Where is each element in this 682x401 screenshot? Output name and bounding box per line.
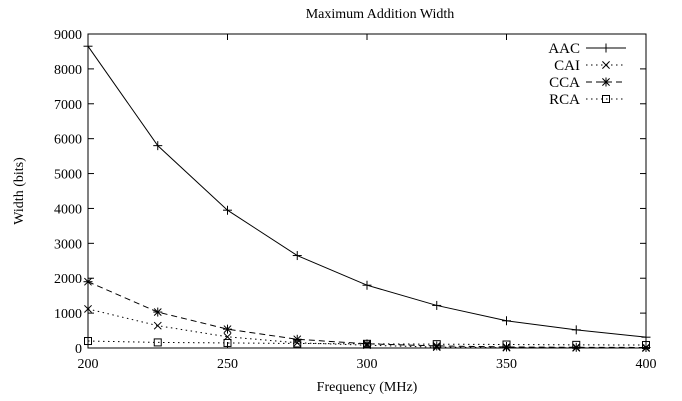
- x-tick-label: 250: [217, 357, 238, 372]
- legend-marker: [601, 43, 611, 53]
- data-point-cai: [84, 304, 92, 313]
- x-tick-label: 300: [357, 357, 378, 372]
- y-tick-label: 6000: [54, 133, 82, 148]
- legend-label: AAC: [548, 41, 580, 57]
- legend-label: CAI: [554, 58, 580, 74]
- data-point-rca: [293, 339, 302, 348]
- y-axis-title: Width (bits): [12, 157, 27, 225]
- data-point-aac: [292, 251, 302, 261]
- series-aac: [83, 41, 651, 342]
- data-point-rca: [502, 340, 511, 349]
- y-tick-label: 9000: [54, 28, 82, 43]
- data-point-aac: [432, 300, 442, 310]
- data-point-rca: [223, 338, 232, 347]
- x-axis: 200 250 300 350 400: [78, 34, 657, 372]
- legend-entry-cai: CAI: [554, 58, 626, 74]
- legend-label: RCA: [549, 92, 580, 108]
- data-point-rca: [153, 338, 162, 347]
- x-tick-label: 400: [636, 357, 657, 372]
- legend-label: CCA: [549, 75, 580, 91]
- data-point-cca: [292, 334, 302, 344]
- data-point-rca: [84, 337, 92, 346]
- y-tick-label: 1000: [54, 307, 82, 322]
- x-tick-label: 350: [496, 357, 517, 372]
- series-line-rca: [87, 340, 647, 346]
- y-tick-label: 7000: [54, 98, 82, 113]
- y-tick-label: 5000: [54, 168, 82, 183]
- x-tick-label: 200: [78, 357, 99, 372]
- data-point-aac: [641, 332, 651, 342]
- data-point-cca: [223, 324, 232, 334]
- y-tick-label: 0: [75, 342, 82, 357]
- x-axis-title: Frequency (MHz): [317, 380, 418, 395]
- y-tick-label: 3000: [54, 237, 82, 252]
- data-point-rca: [642, 341, 650, 350]
- series-rca: [84, 337, 650, 350]
- y-tick-label: 4000: [54, 202, 82, 217]
- chart-title: Maximum Addition Width: [306, 7, 455, 22]
- y-tick-label: 8000: [54, 63, 82, 78]
- data-point-aac: [502, 316, 511, 326]
- series-layer: [83, 41, 651, 352]
- data-point-aac: [571, 325, 581, 335]
- y-axis: 0 1000 2000 3000 4000 5000 6000 7000 8000 9000: [54, 28, 646, 357]
- data-point-rca: [572, 340, 581, 349]
- data-point-aac: [223, 205, 232, 215]
- data-point-rca: [432, 340, 441, 349]
- legend-entry-aac: AAC: [548, 41, 626, 57]
- legend-marker: [602, 95, 610, 103]
- data-point-cca: [153, 307, 163, 317]
- legend-entry-cca: CCA: [549, 75, 626, 91]
- data-point-cca: [83, 277, 93, 287]
- legend-marker: [602, 61, 610, 69]
- data-point-aac: [153, 141, 163, 151]
- data-point-aac: [362, 280, 372, 290]
- legend-entry-rca: RCA: [549, 92, 626, 108]
- data-point-cai: [153, 321, 162, 330]
- series-line-cai: [87, 308, 647, 349]
- y-tick-label: 2000: [54, 272, 82, 287]
- series-line-cca: [87, 281, 647, 348]
- data-point-aac: [83, 41, 93, 51]
- data-point-rca: [363, 339, 371, 348]
- legend-marker: [601, 77, 611, 87]
